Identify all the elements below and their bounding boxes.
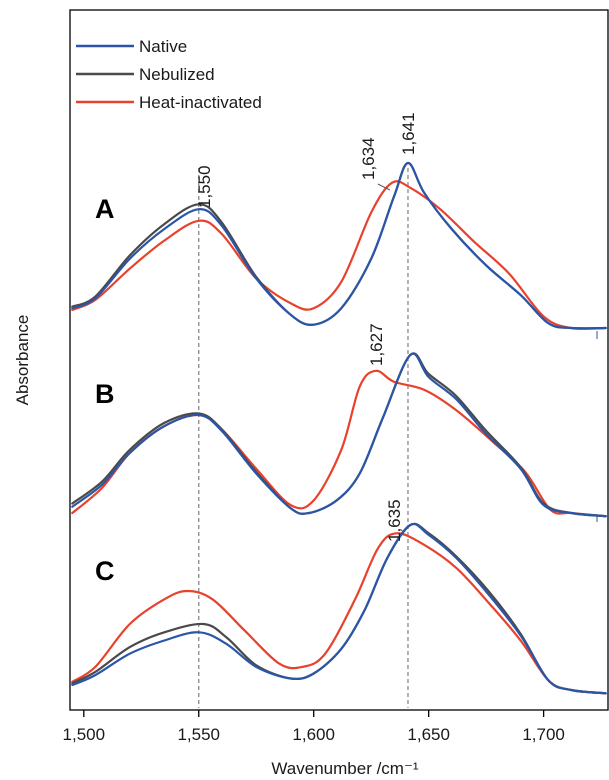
- series-line-C-heat-inactivated: [71, 532, 607, 695]
- legend-label: Heat-inactivated: [139, 93, 262, 112]
- x-tick-label: 1,650: [407, 725, 450, 744]
- panel-label-C: C: [95, 556, 115, 586]
- series-line-C-nebulized: [71, 522, 607, 695]
- x-tick-label: 1,700: [522, 725, 565, 744]
- series-line-B-native: [71, 352, 607, 518]
- legend-label: Native: [139, 37, 187, 56]
- series-line-A-nebulized: [71, 161, 607, 330]
- peak-label-A-1550: 1,550: [195, 165, 214, 208]
- series-line-A-native: [71, 161, 607, 330]
- legend-label: Nebulized: [139, 65, 215, 84]
- peak-label-C-1635: 1,635: [385, 499, 404, 542]
- x-tick-label: 1,550: [177, 725, 220, 744]
- plot-frame: [69, 9, 609, 711]
- series-line-A-heat-inactivated: [71, 180, 607, 330]
- y-axis-title: Absorbance: [13, 315, 32, 406]
- peak-leader-line: [377, 183, 391, 191]
- x-tick-label: 1,500: [63, 725, 106, 744]
- x-tick-label: 1,600: [292, 725, 335, 744]
- peak-label-A-1634: 1,634: [359, 137, 378, 180]
- series-line-C-native: [71, 522, 607, 695]
- series-line-B-heat-inactivated: [71, 369, 607, 518]
- peak-label-A-1641: 1,641: [399, 112, 418, 155]
- panel-label-B: B: [95, 379, 115, 409]
- peak-label-B-1627: 1,627: [367, 323, 386, 366]
- panel-label-A: A: [95, 194, 115, 224]
- x-axis-title: Wavenumber /cm⁻¹: [271, 759, 419, 778]
